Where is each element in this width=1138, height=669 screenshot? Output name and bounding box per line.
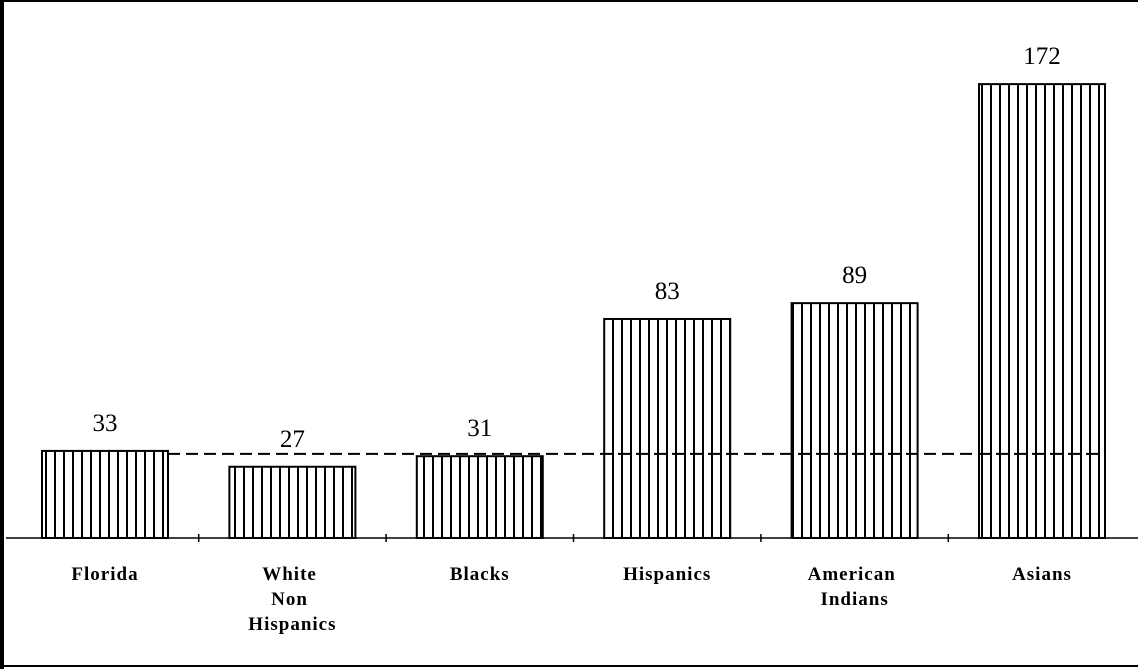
x-tick-label: Blacks [450, 564, 510, 585]
x-tick-label: Asians [1012, 564, 1072, 585]
bar [228, 465, 357, 539]
value-label: 33 [93, 410, 118, 437]
value-label: 31 [467, 415, 492, 442]
frame-edge [0, 0, 4, 669]
value-label: 27 [280, 426, 305, 453]
value-label: 89 [842, 262, 867, 289]
x-tick-label: Hispanics [623, 564, 711, 585]
x-tick-label: White Non Hispanics [248, 564, 336, 635]
bar [41, 449, 169, 539]
bar [978, 83, 1106, 539]
x-tick-label: American Indians [808, 564, 902, 610]
bar [790, 302, 919, 539]
x-tick-label: Florida [71, 564, 138, 585]
value-label: 172 [1023, 43, 1061, 70]
value-label: 83 [655, 278, 680, 305]
bar [415, 455, 544, 540]
bar [603, 317, 732, 539]
